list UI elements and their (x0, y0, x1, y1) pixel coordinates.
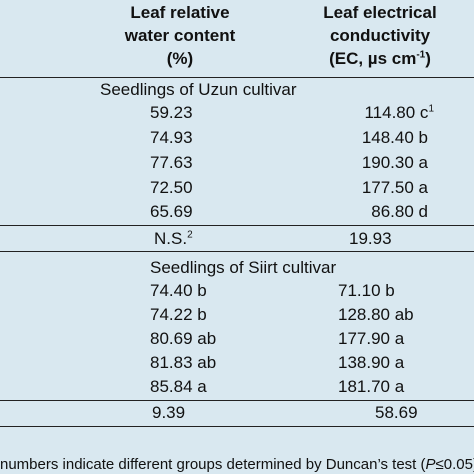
table-header: Leaf relative water content (%) Leaf ele… (0, 0, 474, 80)
table-cell: 190.30 a (361, 153, 428, 172)
table-cell: 85.84 a (150, 377, 207, 396)
table-cell: 72.50 (150, 178, 193, 197)
table-footnote: numbers indicate different groups determ… (0, 456, 474, 473)
table-cell: 177.50 a (361, 178, 428, 197)
divider (0, 77, 474, 78)
header-leaf-conductivity: Leaf electrical conductivity (EC, µs cm-… (300, 1, 460, 70)
lsd-value: N.S.2 (154, 229, 193, 248)
table-cell: 81.83 ab (150, 353, 217, 372)
header-leaf-water-content: Leaf relative water content (%) (100, 1, 260, 70)
header-line: conductivity (329, 26, 431, 45)
divider (0, 225, 474, 226)
table-cell: 80.69 ab (150, 329, 217, 348)
table-cell: 65.69 (150, 202, 193, 221)
divider (0, 251, 474, 252)
header-unit: (EC, µs cm-1) (329, 49, 431, 68)
table-cell: 77.63 (150, 153, 193, 172)
header-line: Leaf electrical (323, 3, 437, 22)
section-title-uzun: Seedlings of Uzun cultivar (100, 80, 297, 99)
table-cell: 148.40 b (361, 128, 428, 147)
lsd-value: 19.93 (349, 229, 392, 248)
table-cell: 74.93 (150, 128, 193, 147)
table-cell: 59.23 (150, 103, 193, 122)
table-cell: 128.80 ab (338, 305, 414, 324)
table-cell: 181.70 a (338, 377, 405, 396)
header-line: Leaf relative (130, 3, 230, 22)
lsd-value: 9.39 (152, 403, 186, 422)
table-cell: 177.90 a (338, 329, 405, 348)
table-cell: 74.40 b (150, 281, 207, 300)
header-line: (%) (166, 49, 194, 68)
table-cell: 71.10 b (338, 281, 395, 300)
table-cell: 86.80 d (371, 202, 428, 221)
table-cell: 74.22 b (150, 305, 207, 324)
table-cell: 138.90 a (338, 353, 405, 372)
table-cell: 114.80 c1 (364, 103, 434, 122)
divider (0, 426, 474, 427)
lsd-value: 58.69 (375, 403, 418, 422)
divider (0, 400, 474, 401)
section-title-siirt: Seedlings of Siirt cultivar (150, 258, 337, 277)
header-line: water content (124, 26, 236, 45)
